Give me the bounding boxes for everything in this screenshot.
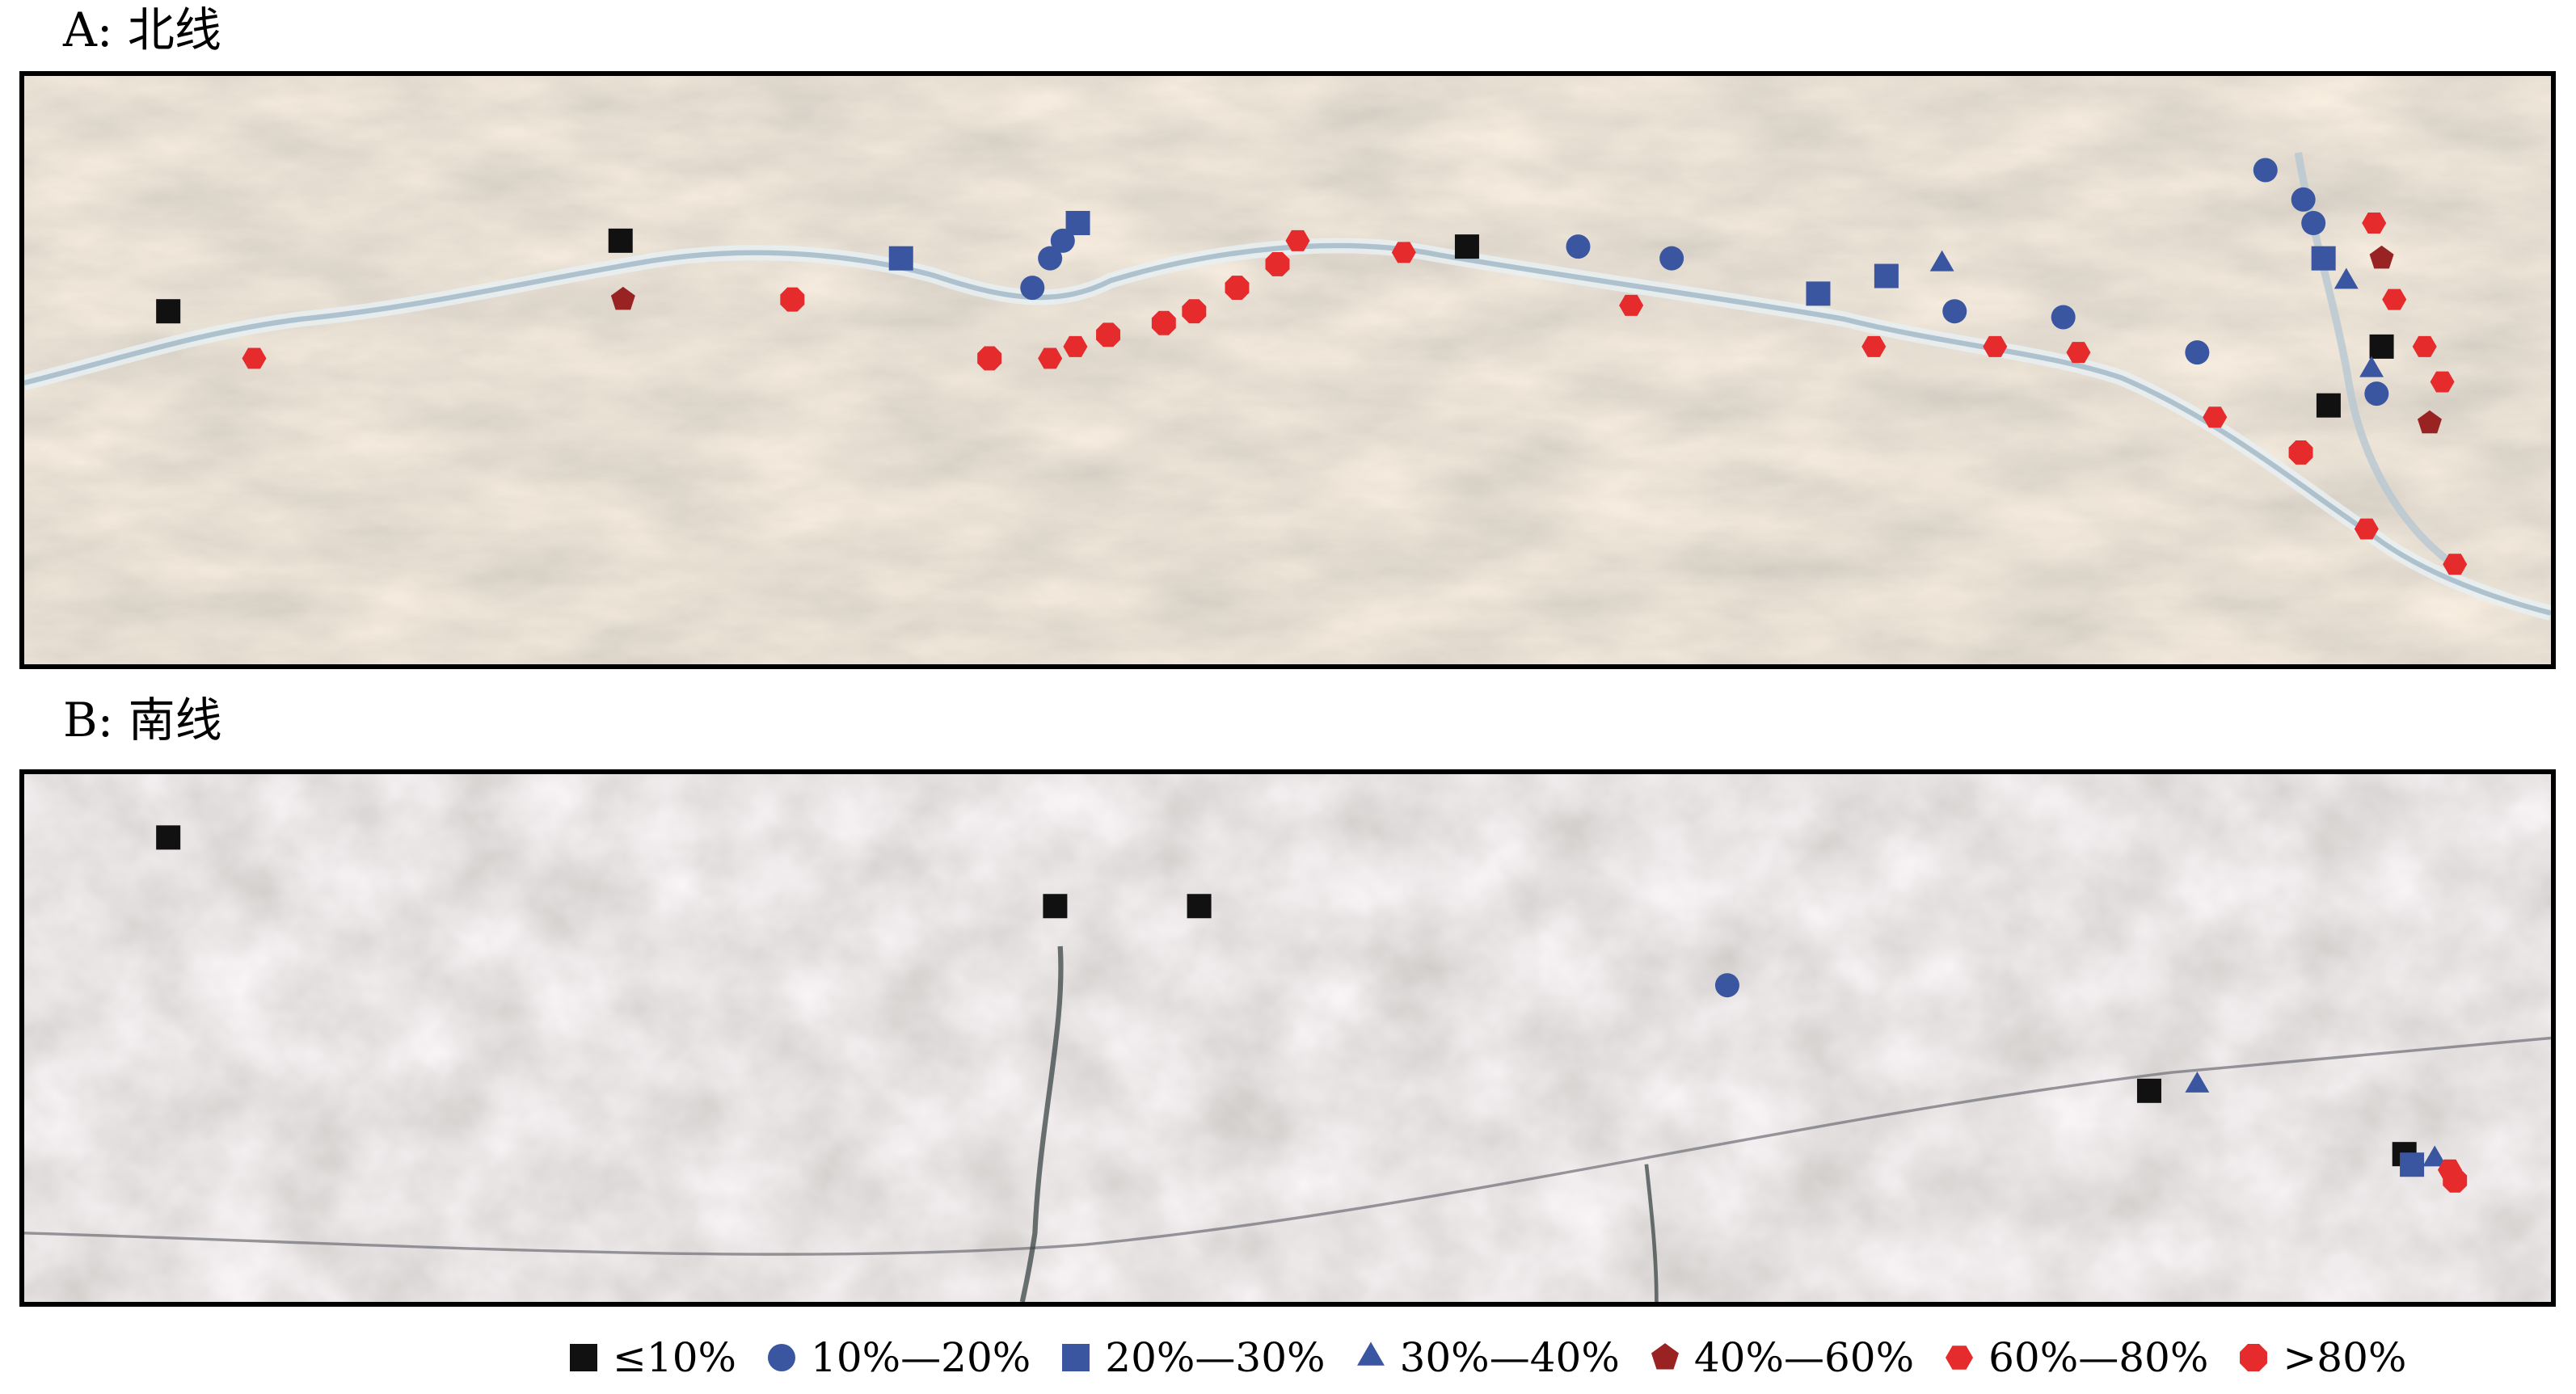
sample-marker-square [1806, 281, 1831, 306]
sample-marker-circle [2291, 187, 2316, 212]
river-path [1019, 945, 1064, 1302]
sample-marker-octagon [1096, 322, 1121, 347]
legend-label: 60%—80% [1988, 1334, 2209, 1381]
sample-marker-square [608, 228, 633, 253]
sample-marker-octagon [1265, 251, 1290, 276]
sample-marker-octagon [2288, 440, 2313, 465]
sample-marker-square [2400, 1152, 2425, 1177]
sample-marker-triangle [2334, 267, 2359, 289]
terrain-background [24, 76, 2551, 664]
sample-marker-triangle [2359, 356, 2384, 377]
sample-marker-hexagon [1391, 242, 1416, 263]
sample-marker-square [2316, 393, 2341, 418]
map-panel-north [19, 71, 2556, 669]
sample-points-south [156, 825, 2468, 1193]
legend-item: 60%—80% [1941, 1334, 2208, 1381]
sample-marker-square [1043, 894, 1068, 919]
sample-marker-square [1187, 894, 1212, 919]
legend-item: 10%—20% [764, 1334, 1031, 1381]
sample-marker-circle [1659, 246, 1684, 271]
sample-marker-hexagon [242, 347, 267, 369]
legend-label: 30%—40% [1399, 1334, 1620, 1381]
sample-marker-circle [1714, 973, 1739, 998]
sample-marker-hexagon [2443, 554, 2468, 575]
sample-marker-octagon [2443, 1168, 2468, 1193]
sample-marker-hexagon [1285, 230, 1310, 251]
map-panel-south [19, 769, 2556, 1307]
legend-item: 20%—30% [1058, 1334, 1326, 1381]
north-line-map [24, 76, 2551, 664]
sample-points-north [156, 158, 2468, 575]
legend-item: 30%—40% [1353, 1334, 1620, 1381]
sample-marker-circle [1038, 246, 1063, 271]
sample-marker-triangle [1929, 250, 1954, 272]
sample-marker-square [156, 299, 181, 324]
river-path-east [1644, 1164, 1659, 1302]
sample-marker-circle [2185, 340, 2210, 365]
terrain-background [24, 774, 2551, 1302]
legend-square-icon [1062, 1344, 1090, 1371]
sample-marker-hexagon [1619, 294, 1644, 316]
sample-marker-square [2369, 334, 2394, 359]
sample-marker-square [1874, 263, 1899, 288]
legend-label: >80% [2283, 1334, 2407, 1381]
sample-marker-hexagon [2203, 406, 2228, 428]
sample-marker-hexagon [1983, 335, 2008, 357]
legend-label: 20%—30% [1105, 1334, 1326, 1381]
sample-marker-hexagon [1861, 335, 1887, 357]
sample-marker-circle [2253, 158, 2278, 183]
sample-marker-hexagon [2066, 342, 2091, 364]
sample-marker-square [156, 825, 181, 850]
sample-marker-octagon [1151, 310, 1176, 335]
sample-marker-pentagon [2369, 245, 2394, 269]
sample-marker-circle [1566, 234, 1591, 259]
sample-marker-hexagon [2354, 518, 2379, 540]
legend-pentagon-icon [1651, 1343, 1679, 1370]
sample-marker-octagon [1225, 276, 1250, 301]
sample-marker-triangle [2422, 1145, 2447, 1167]
sample-marker-octagon [780, 287, 805, 312]
sample-marker-hexagon [1063, 335, 1088, 357]
legend-octagon-icon [2240, 1344, 2268, 1371]
sample-marker-circle [1020, 276, 1045, 301]
legend-hexagon-icon [1946, 1346, 1974, 1370]
sample-marker-circle [2301, 211, 2326, 235]
sample-marker-hexagon [2382, 288, 2407, 310]
sample-marker-octagon [1182, 299, 1207, 324]
sample-marker-square [2311, 246, 2336, 271]
sample-marker-square [2136, 1078, 2161, 1103]
sample-marker-square [1065, 211, 1090, 235]
panel-b-label: B: 南线 [63, 693, 222, 748]
sample-marker-square [1454, 234, 1479, 259]
road-path [24, 1036, 2551, 1256]
legend: ≤10% 10%—20% 20%—30% 30%—40% 40%—60% 60%—80% >… [566, 1321, 2434, 1394]
sample-marker-hexagon [2430, 371, 2455, 393]
sample-marker-octagon [977, 346, 1002, 371]
sample-marker-hexagon [1038, 347, 1063, 369]
legend-item: >80% [2236, 1334, 2406, 1381]
sample-marker-hexagon [2362, 213, 2387, 234]
legend-item: 40%—60% [1647, 1334, 1914, 1381]
panel-a-label: A: 北线 [63, 2, 221, 57]
sample-marker-circle [2051, 305, 2076, 330]
sample-marker-pentagon [610, 286, 635, 310]
legend-label: ≤10% [613, 1334, 737, 1381]
sample-marker-circle [1942, 299, 1967, 324]
sample-marker-hexagon [2412, 335, 2437, 357]
legend-item: ≤10% [566, 1334, 736, 1381]
legend-triangle-icon [1356, 1341, 1385, 1366]
legend-circle-icon [768, 1344, 796, 1371]
sample-marker-square [888, 246, 913, 271]
sample-marker-circle [2364, 381, 2389, 406]
sample-marker-pentagon [2417, 410, 2442, 434]
legend-label: 40%—60% [1693, 1334, 1915, 1381]
south-line-map [24, 774, 2551, 1302]
sample-marker-triangle [2185, 1072, 2210, 1093]
legend-square-icon [570, 1344, 597, 1371]
legend-label: 10%—20% [811, 1334, 1031, 1381]
